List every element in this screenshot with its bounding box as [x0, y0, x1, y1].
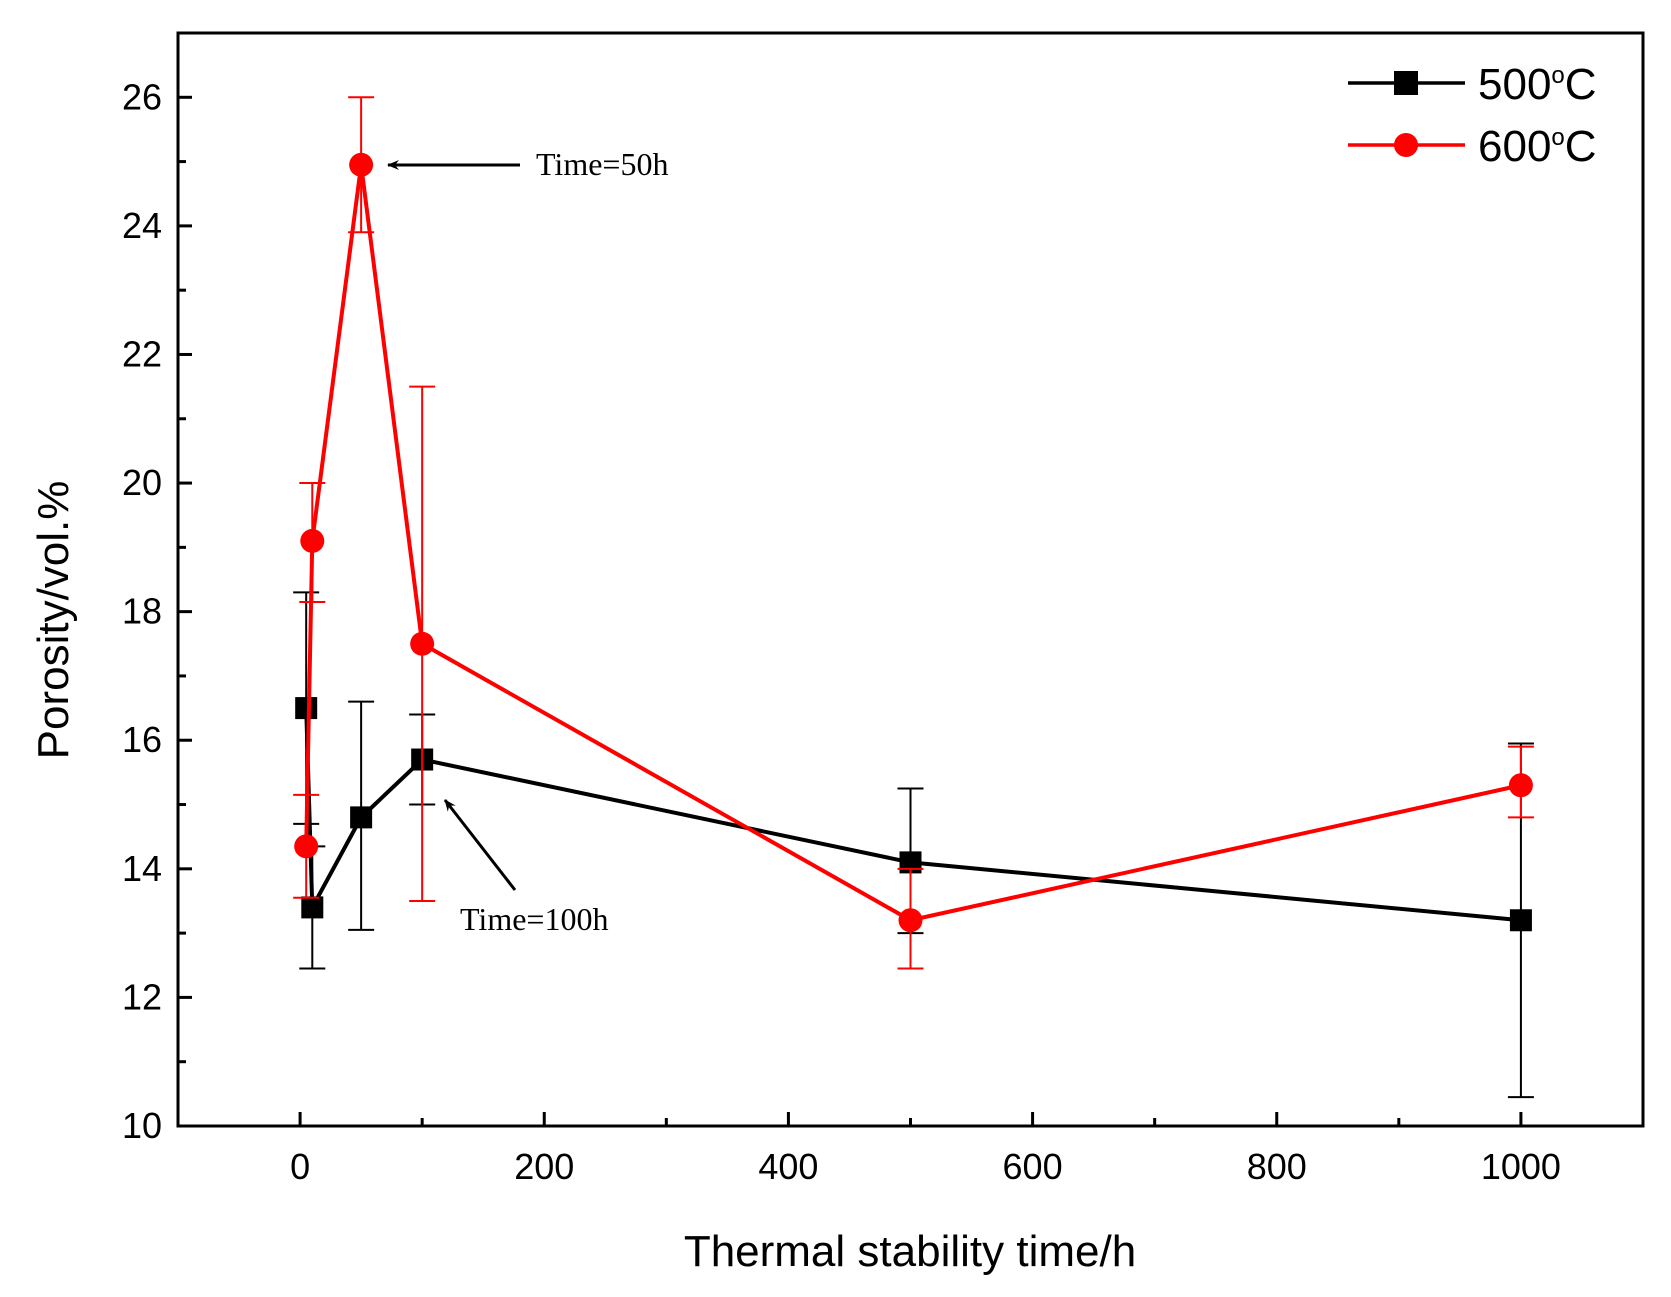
y-tick-label: 26 [122, 76, 162, 117]
annotation-50h: Time=50h [387, 146, 668, 182]
data-point [410, 631, 435, 656]
legend: 500oC 600oC [1348, 60, 1597, 171]
y-axis-title: Porosity/vol.% [29, 481, 78, 760]
x-tick-label: 200 [514, 1146, 574, 1187]
y-tick-label: 10 [122, 1105, 162, 1146]
annotation-label-100h: Time=100h [460, 901, 608, 937]
series-line [304, 164, 1522, 923]
y-tick-label: 18 [122, 591, 162, 632]
x-axis-title: Thermal stability time/h [684, 1227, 1136, 1276]
data-point [898, 908, 923, 933]
x-tick-label: 600 [1003, 1146, 1063, 1187]
annotation-label-50h: Time=50h [536, 146, 668, 182]
x-tick-label: 400 [758, 1146, 818, 1187]
axis-ticks: 0 200 400 600 800 1000 10 12 14 16 18 20 22 24 26 [122, 31, 1561, 1187]
data-point [295, 697, 318, 720]
data-point [349, 152, 374, 177]
y-tick-label: 24 [122, 205, 162, 246]
data-point [301, 896, 324, 919]
legend-marker-600 [1394, 133, 1418, 157]
y-tick-label: 12 [122, 976, 162, 1017]
legend-label-500: 500oC [1478, 60, 1597, 109]
series-layer [293, 96, 1534, 1099]
data-point [1508, 773, 1533, 798]
y-tick-label: 20 [122, 462, 162, 503]
x-tick-label: 800 [1247, 1146, 1307, 1187]
legend-label-600: 600oC [1478, 122, 1597, 171]
annotation-100h: Time=100h [443, 799, 608, 937]
series-1 [293, 96, 1534, 970]
y-tick-label: 14 [122, 848, 162, 889]
x-tick-label: 1000 [1481, 1146, 1561, 1187]
data-point [1509, 909, 1532, 932]
y-tick-label: 22 [122, 333, 162, 374]
legend-entry-600: 600oC [1348, 122, 1597, 171]
data-point [300, 528, 325, 553]
x-tick-label: 0 [290, 1146, 310, 1187]
y-tick-label: 16 [122, 719, 162, 760]
data-point [294, 834, 319, 859]
series-line [304, 708, 1522, 923]
annotation-arrow-100h [443, 799, 517, 891]
legend-marker-500 [1394, 71, 1418, 95]
legend-entry-500: 500oC [1348, 60, 1597, 109]
data-point [350, 806, 373, 829]
